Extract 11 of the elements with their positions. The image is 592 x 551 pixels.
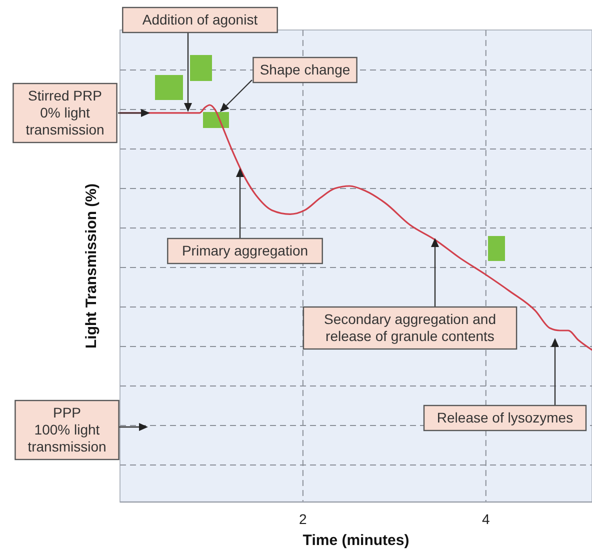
x-tick-label: 4 [482,511,490,527]
text: Shape change [260,62,350,78]
x-tick-label: 2 [299,511,308,527]
text: PPP 100% light transmission [28,404,106,454]
text: Addition of agonist [142,12,258,28]
annotation: Primary aggregation [182,242,308,258]
x-axis-title: Time (minutes) [302,532,410,549]
annotation: Secondary aggregation and release of granule contents [324,311,496,344]
y-axis-title: Light Transmission (%) [83,183,100,349]
text: Stirred PRP 0% light transmission [26,88,104,138]
annotation: Release of lysozymes [436,410,574,426]
